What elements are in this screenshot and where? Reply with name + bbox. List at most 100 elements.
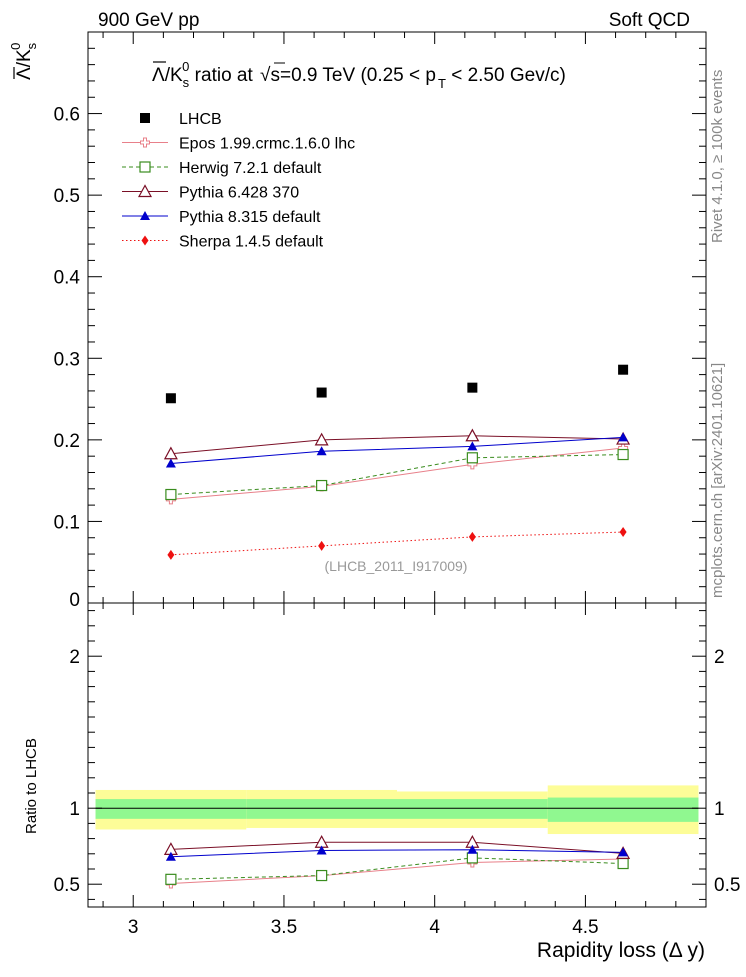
top-data-point xyxy=(165,458,176,468)
rivet-label: Rivet 4.1.0, ≥ 100k events xyxy=(709,70,726,243)
legend-item: Herwig 7.2.1 default xyxy=(122,160,322,177)
top-data-point xyxy=(619,527,627,538)
ratio-data-point xyxy=(165,873,177,885)
watermark: (LHCB_2011_I917009) xyxy=(325,558,468,574)
title-sqrt-sign: √ xyxy=(260,65,271,86)
ratio-series-line xyxy=(170,858,624,884)
legend-label: Herwig 7.2.1 default xyxy=(179,160,322,177)
top-y-tick-label: 0.2 xyxy=(54,431,80,452)
legend-label: Epos 1.99.crmc.1.6.0 lhc xyxy=(179,136,355,153)
legend-marker xyxy=(141,235,149,246)
top-data-point xyxy=(468,531,476,542)
top-series xyxy=(165,432,629,468)
legend-marker xyxy=(140,113,150,123)
uncertainty-band-inner xyxy=(547,797,699,822)
top-series xyxy=(165,443,629,505)
title-ratio-sub: s xyxy=(183,75,190,90)
bottom-y-tick-label-right: 2 xyxy=(714,647,725,668)
ratio-series xyxy=(165,853,629,889)
bottom-frame xyxy=(87,602,707,908)
ratio-series xyxy=(165,844,629,861)
top-y-tick-label: 0.5 xyxy=(54,186,80,207)
top-data-point xyxy=(165,488,177,501)
top-y-tick-label: 0.1 xyxy=(54,512,80,533)
x-tick-label: 3 xyxy=(128,917,139,938)
bottom-ylabel: Ratio to LHCB xyxy=(23,738,40,834)
top-y-tick-label: 0.6 xyxy=(54,105,80,126)
legend-item: LHCB xyxy=(140,111,222,128)
top-panel: 0.1 0.2 0.3 0.4 0.5 0.6 0 xyxy=(54,31,707,611)
title-ratio: /K xyxy=(165,65,183,86)
title-pt-sub: T xyxy=(438,76,446,91)
ratio-data-point xyxy=(617,857,629,870)
legend-item: Epos 1.99.crmc.1.6.0 lhc xyxy=(122,136,355,153)
legend-label: Sherpa 1.4.5 default xyxy=(179,234,324,251)
top-ylabel-mid: /K xyxy=(14,49,35,67)
legend-item: Sherpa 1.4.5 default xyxy=(122,234,324,251)
top-ylabel-sup: 0 xyxy=(8,43,23,50)
ratio-data-point xyxy=(165,851,176,861)
legend: LHCB Epos 1.99.crmc.1.6.0 lhc Herwig 7.2.1… xyxy=(122,111,355,251)
top-series xyxy=(163,428,631,460)
title-lambda: Λ xyxy=(152,65,165,86)
header-right: Soft QCD xyxy=(609,10,690,31)
ratio-series-line xyxy=(170,841,624,854)
header-left: 900 GeV pp xyxy=(98,10,199,31)
legend-item: Pythia 8.315 default xyxy=(122,209,321,226)
bottom-y-tick-label: 2 xyxy=(69,647,80,668)
ratio-series-line xyxy=(170,849,624,858)
top-series-line xyxy=(170,435,624,455)
x-tick-label: 3.5 xyxy=(271,917,297,938)
uncertainty-band-inner xyxy=(397,799,548,819)
top-series xyxy=(167,527,627,560)
top-data-point xyxy=(466,452,478,464)
uncertainty-band-inner xyxy=(95,799,247,819)
title-tail: < 2.50 Gev/c) xyxy=(446,65,566,86)
svg-text:Λ/Ks0: Λ/Ks0 xyxy=(8,42,39,80)
legend-label: Pythia 8.315 default xyxy=(179,209,321,226)
ratio-data-point xyxy=(467,844,478,854)
top-y-tick-label: 0.4 xyxy=(54,268,81,289)
ratio-data-point xyxy=(316,869,328,882)
legend-label: LHCB xyxy=(179,111,222,128)
bottom-y-tick-label: 0.5 xyxy=(54,875,80,896)
legend-item: Pythia 6.428 370 xyxy=(122,184,299,202)
top-ylabel: Λ/Ks0 xyxy=(8,42,39,80)
ratio-data-point xyxy=(466,852,478,864)
top-ylabel-lambda: Λ xyxy=(14,67,35,80)
x-tick-label: 4 xyxy=(429,917,440,938)
top-data-point xyxy=(316,479,328,492)
mcplots-label: mcplots.cern.ch [arXiv:2401.10621] xyxy=(709,363,726,598)
top-data-point xyxy=(467,382,478,393)
top-ylabel-sub: s xyxy=(24,42,39,49)
top-series-line xyxy=(170,454,624,496)
top-data-point xyxy=(618,364,629,375)
uncertainty-band-inner xyxy=(246,799,397,819)
legend-marker xyxy=(140,137,150,148)
legend-label: Pythia 6.428 370 xyxy=(179,185,299,202)
ratio-series-line xyxy=(170,857,624,880)
title-mid: ratio at xyxy=(189,65,258,86)
top-series xyxy=(165,448,629,501)
title-sqrt: s=0.9 TeV (0.25 < p xyxy=(270,65,436,86)
top-data-point xyxy=(465,428,480,442)
top-y-zero-label: 0 xyxy=(69,590,80,611)
top-data-point xyxy=(167,549,175,560)
xlabel: Rapidity loss (Δ y) xyxy=(537,939,705,962)
top-y-tick-label: 0.3 xyxy=(54,349,80,370)
bottom-panel: 0.5 0.5 1 1 2 2 3 3.5 4 4.5 xyxy=(54,602,740,938)
title-ratio-sup: 0 xyxy=(182,59,189,74)
top-series xyxy=(165,364,629,404)
top-series-line xyxy=(170,436,624,465)
legend-marker xyxy=(139,161,151,173)
legend-marker xyxy=(140,211,150,220)
top-data-point xyxy=(618,432,629,442)
top-data-point xyxy=(165,393,176,404)
top-data-point xyxy=(314,432,329,446)
top-data-point xyxy=(467,441,478,451)
ratio-series xyxy=(163,834,631,859)
ratio-data-point xyxy=(316,845,327,855)
top-data-point xyxy=(617,448,629,461)
